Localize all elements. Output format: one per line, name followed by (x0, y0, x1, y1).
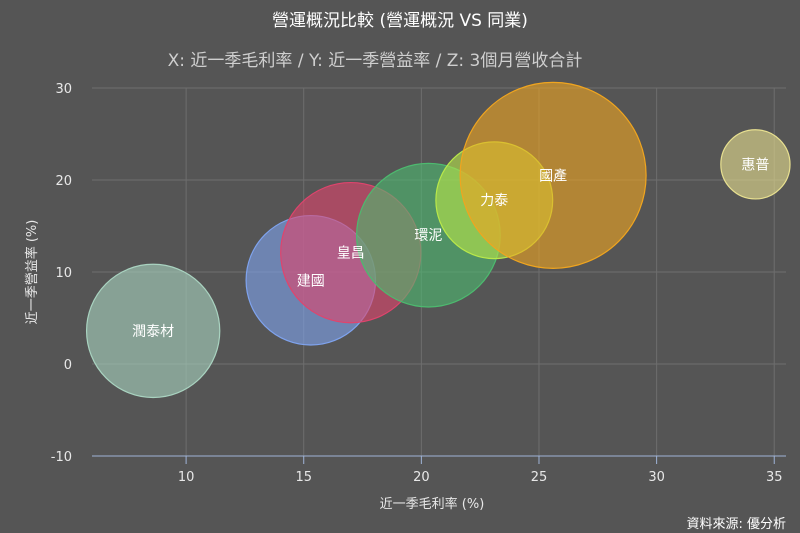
bubble-point[interactable] (85, 263, 221, 399)
y-tick-label: 30 (55, 82, 72, 97)
y-tick-label: 20 (55, 174, 72, 189)
x-tick-label: 20 (413, 470, 430, 485)
x-tick-label: 15 (295, 470, 312, 485)
chart-title: 營運概況比較 (營運概況 VS 同業) (272, 11, 528, 31)
bubble-label: 力泰 (480, 193, 508, 209)
bubble-label: 環泥 (414, 228, 442, 244)
x-axis-label: 近一季毛利率 (%) (380, 496, 485, 512)
x-tick-label: 35 (766, 470, 783, 485)
bubble-label: 建國 (297, 273, 325, 289)
bubble-label: 國產 (539, 167, 567, 184)
bubble-label: 皇昌 (337, 246, 365, 262)
credits: 資料來源: 優分析 (686, 517, 786, 532)
x-tick-label: 30 (648, 470, 665, 485)
y-tick-label: 10 (55, 266, 72, 281)
x-tick-label: 10 (178, 470, 195, 485)
y-tick-label: -10 (51, 450, 72, 465)
y-tick-label: 0 (64, 358, 72, 373)
chart-subtitle: X: 近一季毛利率 / Y: 近一季營益率 / Z: 3個月營收合計 (168, 51, 583, 71)
axis-ticks: 10 15 20 25 30 35 30 20 10 0 -10 (51, 82, 783, 485)
bubble-label: 惠普 (741, 157, 769, 173)
bubble-point[interactable] (459, 81, 647, 269)
y-axis-label: 近一季營益率 (%) (24, 220, 40, 325)
x-tick-label: 25 (531, 470, 548, 485)
bubble-point[interactable] (720, 129, 791, 200)
bubble-label: 潤泰材 (132, 324, 174, 340)
bubbles (85, 81, 791, 399)
